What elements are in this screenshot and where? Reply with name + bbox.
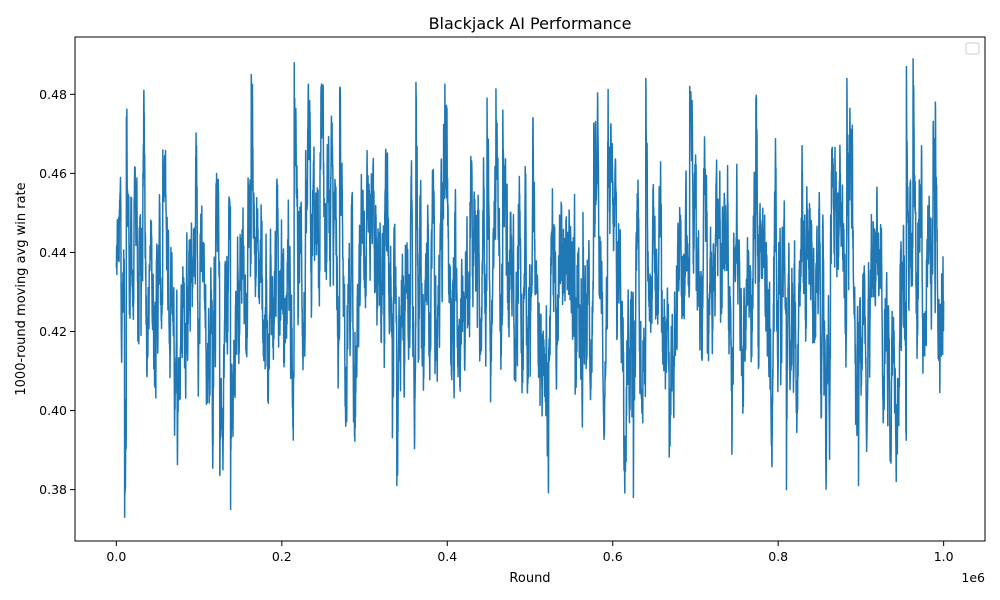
- y-tick-label: 0.48: [39, 87, 67, 102]
- series-line: [115, 57, 945, 519]
- y-tick-label: 0.40: [39, 403, 67, 418]
- y-tick-label: 0.44: [39, 245, 67, 260]
- y-axis-ticks: 0.38 0.40 0.42 0.44 0.46 0.48: [39, 87, 75, 497]
- chart-title: Blackjack AI Performance: [429, 14, 632, 33]
- x-tick-label: 0.0: [106, 549, 126, 564]
- x-tick-label: 0.8: [768, 549, 788, 564]
- x-tick-label: 1.0: [934, 549, 954, 564]
- plot-frame: [74, 36, 986, 542]
- y-tick-label: 0.46: [39, 166, 67, 181]
- x-axis-offset-label: 1e6: [961, 570, 985, 585]
- x-tick-label: 0.4: [437, 549, 457, 564]
- y-tick-label: 0.42: [39, 324, 67, 339]
- x-tick-label: 0.2: [272, 549, 292, 564]
- x-axis-ticks: 0.0 0.2 0.4 0.6 0.8 1.0: [106, 541, 954, 564]
- x-tick-label: 0.6: [603, 549, 623, 564]
- series-layer: [115, 57, 945, 519]
- y-tick-label: 0.38: [39, 482, 67, 497]
- y-axis-label: 1000-round moving avg win rate: [14, 182, 29, 395]
- legend-box: [965, 42, 980, 55]
- x-axis-label: Round: [509, 571, 550, 586]
